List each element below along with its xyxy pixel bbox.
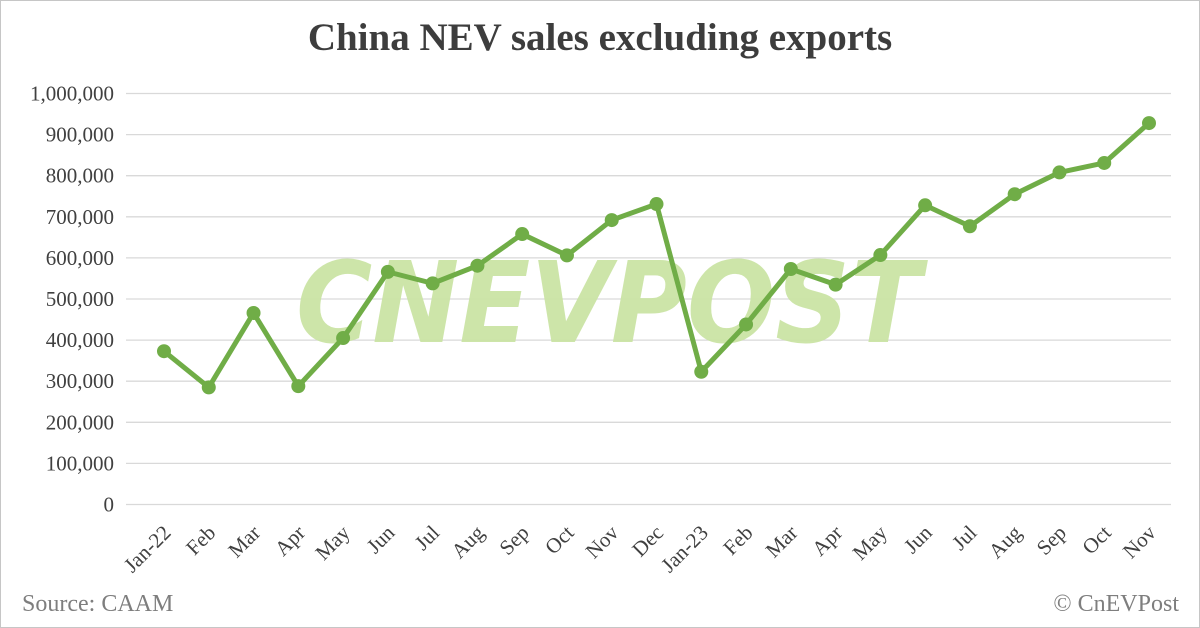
y-tick-label: 900,000 (46, 123, 114, 147)
x-tick-label: Jun (362, 520, 400, 558)
y-tick-label: 300,000 (46, 369, 114, 393)
x-tick-label: Aug (984, 520, 1027, 563)
x-tick-label: Sep (1032, 521, 1071, 560)
cnevpost-watermark: CNEVPOST (296, 239, 928, 369)
data-point (873, 248, 888, 263)
x-tick-label: Aug (446, 520, 489, 563)
data-point (246, 305, 261, 320)
x-tick-label: Mar (761, 521, 803, 563)
data-point (828, 277, 843, 292)
x-tick-label: Oct (1077, 520, 1116, 559)
data-point (1007, 187, 1022, 202)
x-tick-label: Jul (947, 520, 981, 554)
data-point (380, 264, 395, 279)
data-point (515, 227, 530, 242)
x-tick-label: Jan-22 (119, 521, 176, 578)
x-tick-label: Nov (1118, 520, 1161, 563)
data-point (604, 213, 619, 228)
x-tick-label: Feb (718, 521, 757, 560)
data-point (425, 276, 440, 291)
x-tick-label: May (310, 520, 355, 565)
data-point (1142, 116, 1156, 131)
y-tick-label: 600,000 (46, 246, 114, 270)
y-tick-label: 800,000 (46, 164, 114, 188)
x-tick-label: Feb (181, 521, 220, 560)
data-point (291, 379, 306, 394)
x-tick-label: Apr (807, 521, 847, 561)
data-point (1097, 155, 1112, 170)
y-tick-label: 500,000 (46, 287, 114, 311)
data-point (559, 248, 574, 263)
x-tick-label: Nov (581, 520, 624, 563)
data-point (649, 197, 664, 212)
x-tick-label: Sep (494, 521, 533, 560)
data-point (739, 317, 754, 332)
data-point (157, 344, 171, 359)
x-tick-label: Mar (223, 521, 265, 563)
y-tick-label: 200,000 (46, 410, 114, 434)
source-note: Source: CAAM (22, 591, 174, 617)
y-tick-label: 700,000 (46, 205, 114, 229)
y-tick-label: 0 (104, 493, 115, 517)
x-tick-label: Apr (270, 521, 310, 561)
data-point (1052, 165, 1067, 180)
x-tick-label: Oct (540, 520, 579, 559)
data-point (336, 331, 351, 346)
x-tick-label: Jan-23 (656, 521, 713, 578)
x-tick-label: May (848, 520, 893, 565)
data-point (962, 219, 977, 234)
data-point (694, 364, 709, 379)
x-tick-label: Jun (899, 520, 937, 558)
data-point (201, 380, 216, 395)
copyright-credit: © CnEVPost (1053, 591, 1179, 617)
y-tick-label: 1,000,000 (30, 82, 114, 106)
chart-title: China NEV sales excluding exports (307, 16, 893, 59)
data-point (918, 198, 933, 213)
x-tick-label: Jul (410, 520, 444, 554)
y-tick-label: 100,000 (46, 451, 114, 475)
data-point (783, 261, 798, 276)
y-tick-label: 400,000 (46, 328, 114, 352)
data-point (470, 258, 485, 273)
